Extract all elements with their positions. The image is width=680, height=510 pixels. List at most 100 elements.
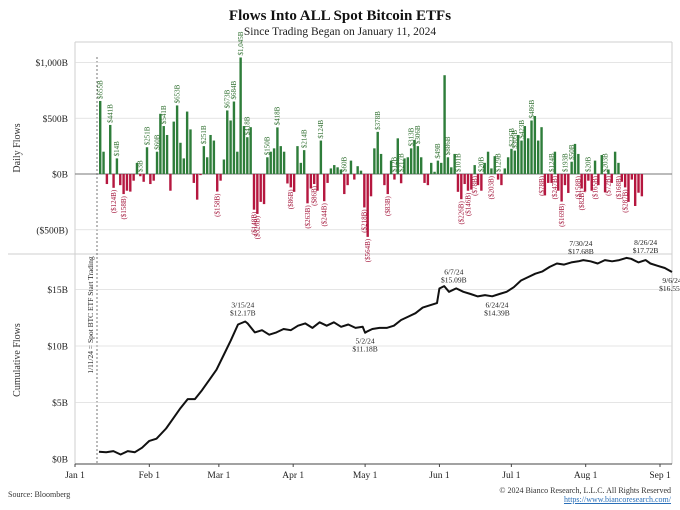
daily-flow-bar <box>603 174 607 193</box>
daily-flow-bar-label: $673B <box>224 89 232 108</box>
cumulative-y-tick-label: $10B <box>47 342 68 353</box>
daily-flow-bar <box>249 127 252 174</box>
daily-flow-bar <box>409 148 413 174</box>
cumulative-y-tick-label: $5B <box>52 398 68 409</box>
daily-flow-bar-label: ($287B) <box>621 189 629 213</box>
daily-flow-bar <box>316 174 319 191</box>
daily-flow-bar <box>460 174 463 200</box>
daily-flow-bar <box>192 174 196 183</box>
daily-flow-bar <box>399 174 403 184</box>
chart-title: Flows Into ALL Spot Bitcoin ETFs <box>228 8 452 24</box>
annotation-value: $14.39B <box>484 308 510 317</box>
daily-flow-bar <box>587 174 590 181</box>
daily-flow-bar <box>510 148 513 174</box>
daily-flow-bar-label: ($244B) <box>321 203 329 227</box>
daily-flow-bar <box>242 126 246 174</box>
daily-flow-bar-label: ($263B) <box>304 205 312 229</box>
x-tick-label: Mar 1 <box>207 471 230 481</box>
daily-flow-bar <box>326 174 329 183</box>
daily-flow-bar <box>172 121 175 174</box>
daily-flow-bar <box>607 169 610 174</box>
x-axis-ticks: Jan 1 Feb 1 Mar 1 Apr 1 May 1 Jun 1 Jul 1 Aug 1… <box>65 464 671 481</box>
annotation-date: 3/15/24 <box>231 300 254 309</box>
daily-flow-bar <box>483 162 486 174</box>
daily-flow-bar <box>430 162 433 174</box>
daily-flow-bar-label: $203B <box>601 153 609 172</box>
daily-flow-bar-label: $418B <box>274 106 282 125</box>
daily-flow-bar <box>470 174 473 190</box>
daily-flow-bar <box>262 174 266 205</box>
daily-flow-bar <box>540 127 543 174</box>
daily-flow-bar <box>486 151 490 174</box>
daily-flow-bar-label: $305B <box>511 130 519 149</box>
daily-flow-bar <box>199 174 202 176</box>
x-tick-label: Aug 1 <box>574 471 598 481</box>
annotation-date: 6/24/24 <box>486 300 509 309</box>
daily-flow-bar <box>600 155 603 174</box>
daily-flow-bar <box>617 162 620 174</box>
annotation-value: $12.17B <box>230 308 256 317</box>
daily-flow-bar <box>212 140 216 174</box>
daily-flow-bar-label: ($83B) <box>384 195 392 216</box>
daily-flow-bar <box>369 174 373 197</box>
daily-flow-bar <box>573 143 577 174</box>
daily-flow-bar <box>339 169 343 174</box>
daily-flow-bar-label: ($564B) <box>364 238 372 262</box>
daily-flow-bar <box>152 174 155 181</box>
daily-flow-bar-label: ($218B) <box>361 209 369 233</box>
daily-flow-bar <box>416 146 420 174</box>
daily-flow-bar <box>440 162 443 174</box>
x-tick-label: Sep 1 <box>649 471 671 481</box>
daily-y-tick-label: $1,000B <box>36 58 68 69</box>
daily-y-tick-label: $0B <box>52 170 68 181</box>
daily-flow-bar <box>413 139 416 174</box>
x-tick-label: Apr 1 <box>282 471 304 481</box>
daily-flow-bar <box>620 174 624 182</box>
daily-flow-bar <box>239 57 242 174</box>
daily-flow-bar-label: $684B <box>230 81 238 100</box>
daily-flow-bar <box>346 174 349 186</box>
daily-flow-bar <box>105 174 109 185</box>
copyright-note: © 2024 Bianco Research, L.L.C. All Right… <box>499 486 671 504</box>
daily-flow-bar <box>115 158 119 174</box>
daily-flow-bar <box>433 171 436 174</box>
daily-flow-bar <box>640 174 644 197</box>
daily-flow-bar-label: $20B <box>478 157 486 173</box>
daily-flow-bar <box>149 174 152 185</box>
daily-flow-bar <box>112 174 115 188</box>
daily-flow-bar <box>366 174 369 237</box>
daily-flow-bar <box>319 140 323 174</box>
daily-flow-bar-label: ($78B) <box>471 175 479 196</box>
daily-flow-bar <box>446 157 450 174</box>
cumulative-y-tick-label: $0B <box>52 455 68 466</box>
daily-flow-bar-label: $306B <box>414 125 422 144</box>
daily-flow-bar <box>175 105 179 174</box>
annotation-value: $17.68B <box>568 247 594 256</box>
annotation-value: $15.09B <box>441 275 467 284</box>
website-link[interactable]: https://www.biancoresearch.com/ <box>563 495 671 504</box>
daily-flow-bar <box>426 174 430 186</box>
daily-flow-bar <box>570 161 573 174</box>
daily-flow-bar <box>590 174 593 191</box>
daily-flow-bar-label: $251B <box>200 125 208 144</box>
annotation-date: 8/26/24 <box>634 238 657 247</box>
daily-flow-bar <box>279 146 282 174</box>
daily-flow-bar <box>403 158 406 174</box>
daily-flow-bar <box>259 174 262 202</box>
daily-flow-bar <box>129 174 132 192</box>
daily-flow-bar-label: ($169B) <box>558 203 566 227</box>
daily-flow-bar <box>252 174 256 210</box>
daily-flow-bar <box>162 126 165 174</box>
daily-flow-bar <box>202 146 206 174</box>
daily-flow-bar <box>329 168 333 174</box>
daily-flow-bar <box>633 174 637 207</box>
daily-flow-bar-label: $423B <box>518 120 526 139</box>
daily-flow-bar <box>476 174 480 186</box>
daily-flow-bar <box>543 174 547 196</box>
daily-flow-bar-label: $193B <box>561 153 569 172</box>
daily-flow-bar <box>637 174 640 193</box>
daily-flow-bar <box>266 157 269 174</box>
daily-flow-bar <box>466 174 470 191</box>
etf-start-label: 1/11/24 = Spot BTC ETF Start Trading <box>86 256 95 374</box>
daily-flow-bar <box>353 174 356 180</box>
